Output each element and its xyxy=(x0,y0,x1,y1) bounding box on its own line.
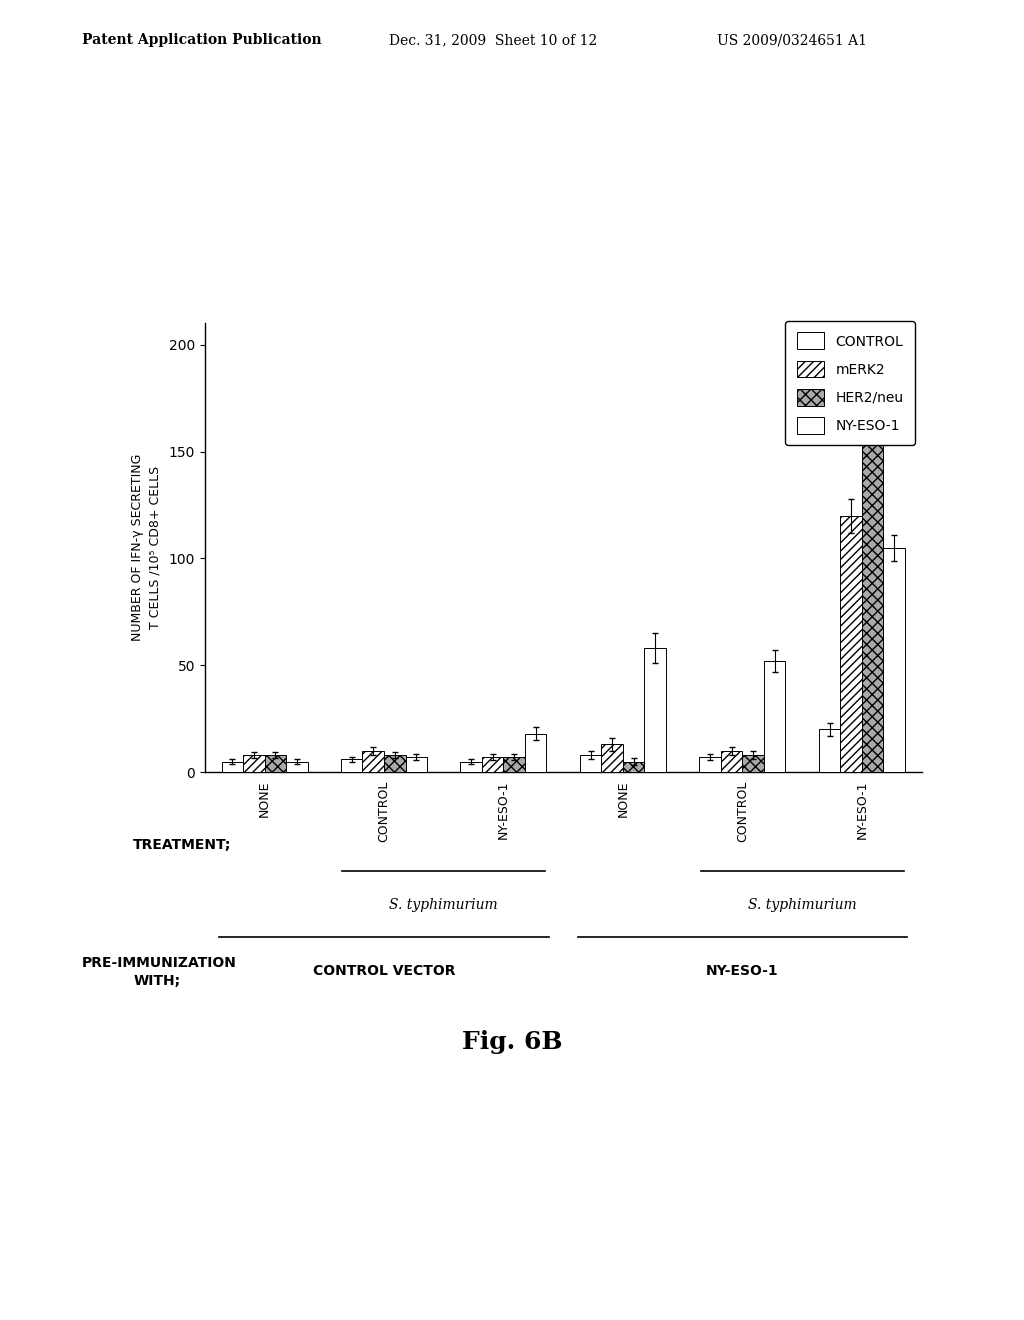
Text: NY-ESO-1: NY-ESO-1 xyxy=(497,780,510,840)
Bar xyxy=(884,548,905,772)
Bar xyxy=(721,751,742,772)
Bar xyxy=(525,734,547,772)
Text: TREATMENT;: TREATMENT; xyxy=(133,838,231,851)
Bar xyxy=(384,755,406,772)
Bar xyxy=(482,758,504,772)
Text: PRE-IMMUNIZATION: PRE-IMMUNIZATION xyxy=(82,956,237,970)
Bar xyxy=(243,755,264,772)
Bar xyxy=(862,392,884,772)
Bar xyxy=(362,751,384,772)
Y-axis label: NUMBER OF IFN-γ SECRETING
T CELLS /10⁵ CD8+ CELLS: NUMBER OF IFN-γ SECRETING T CELLS /10⁵ C… xyxy=(131,454,162,642)
Bar xyxy=(580,755,601,772)
Text: Fig. 6B: Fig. 6B xyxy=(462,1030,562,1053)
Bar xyxy=(644,648,666,772)
Bar xyxy=(699,758,721,772)
Bar xyxy=(504,758,525,772)
Text: S. typhimurium: S. typhimurium xyxy=(389,898,498,912)
Bar xyxy=(601,744,623,772)
Text: NY-ESO-1: NY-ESO-1 xyxy=(707,964,778,978)
Text: NY-ESO-1: NY-ESO-1 xyxy=(855,780,868,840)
Bar xyxy=(623,762,644,772)
Bar xyxy=(264,755,286,772)
Bar xyxy=(764,661,785,772)
Text: CONTROL VECTOR: CONTROL VECTOR xyxy=(312,964,456,978)
Text: Patent Application Publication: Patent Application Publication xyxy=(82,33,322,48)
Bar xyxy=(286,762,307,772)
Bar xyxy=(406,758,427,772)
Text: WITH;: WITH; xyxy=(133,974,180,989)
Text: NONE: NONE xyxy=(258,780,271,817)
Text: NONE: NONE xyxy=(616,780,630,817)
Legend: CONTROL, mERK2, HER2/neu, NY-ESO-1: CONTROL, mERK2, HER2/neu, NY-ESO-1 xyxy=(785,321,914,445)
Text: Dec. 31, 2009  Sheet 10 of 12: Dec. 31, 2009 Sheet 10 of 12 xyxy=(389,33,597,48)
Text: US 2009/0324651 A1: US 2009/0324651 A1 xyxy=(717,33,866,48)
Text: CONTROL: CONTROL xyxy=(378,780,390,842)
Bar xyxy=(841,516,862,772)
Text: CONTROL: CONTROL xyxy=(736,780,749,842)
Bar xyxy=(819,730,841,772)
Bar xyxy=(341,759,362,772)
Text: S. typhimurium: S. typhimurium xyxy=(748,898,856,912)
Bar xyxy=(742,755,764,772)
Bar xyxy=(461,762,482,772)
Bar xyxy=(221,762,243,772)
